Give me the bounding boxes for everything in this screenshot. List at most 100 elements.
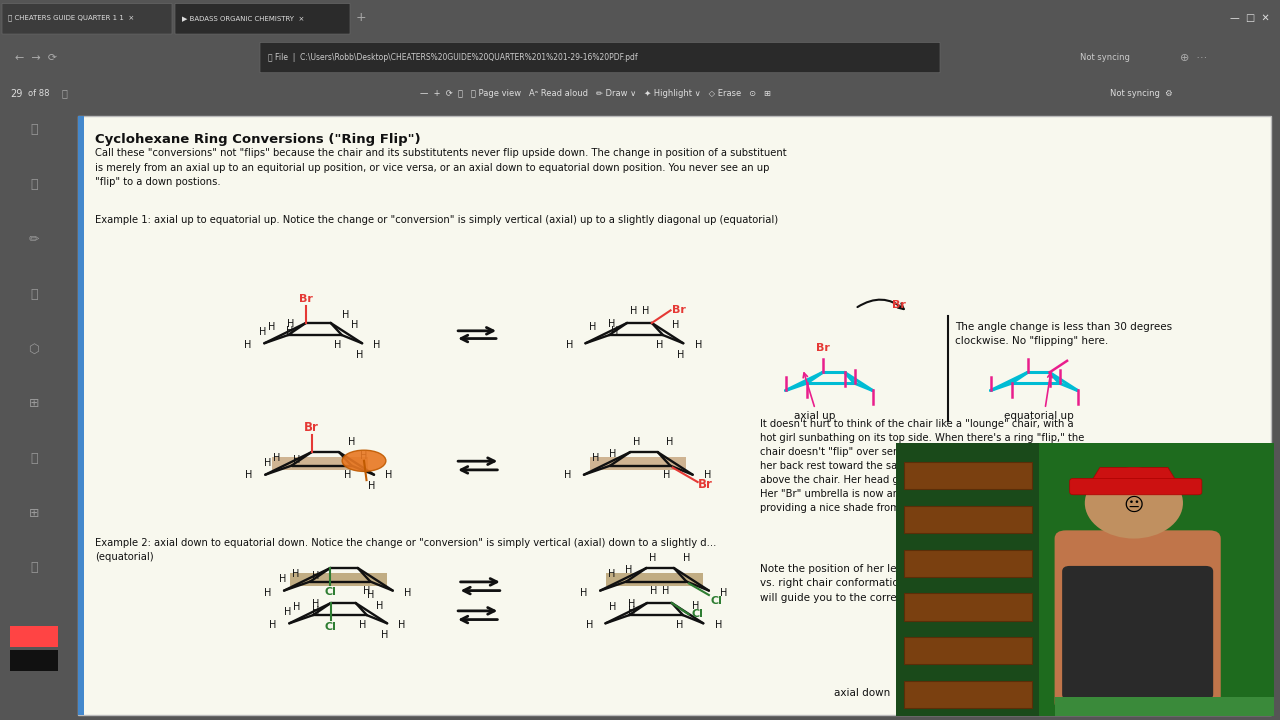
Bar	[896, 443, 1039, 716]
Text: axial down: axial down	[835, 688, 891, 698]
Bar	[1055, 697, 1274, 716]
Text: 🔒 File  |  C:\Users\Robb\Desktop\CHEATERS%20GUIDE%20QUARTER%201%201-29-16%20PDF.: 🔒 File | C:\Users\Robb\Desktop\CHEATERS%…	[268, 53, 637, 62]
Text: H: H	[342, 310, 349, 320]
Text: H: H	[580, 588, 588, 598]
FancyBboxPatch shape	[1055, 531, 1221, 711]
Text: Br: Br	[698, 479, 713, 492]
Text: H: H	[609, 449, 617, 459]
Text: 📐: 📐	[31, 287, 37, 301]
Text: H: H	[312, 606, 320, 616]
Polygon shape	[1085, 467, 1183, 492]
Text: H: H	[376, 600, 383, 611]
Text: equatorial d...: equatorial d...	[1093, 688, 1166, 698]
Text: ⊕  ···: ⊕ ···	[1180, 53, 1207, 63]
Text: H: H	[704, 469, 712, 480]
Text: H: H	[585, 620, 593, 630]
Text: Call these "conversions" not "flips" because the chair and its substitutents nev: Call these "conversions" not "flips" bec…	[95, 148, 787, 187]
FancyBboxPatch shape	[260, 42, 940, 73]
Bar	[904, 681, 1032, 708]
Bar	[904, 549, 1032, 577]
FancyBboxPatch shape	[175, 4, 349, 34]
Text: H: H	[667, 438, 673, 447]
Text: H: H	[362, 586, 370, 596]
Text: ⬡: ⬡	[28, 343, 40, 356]
FancyBboxPatch shape	[1070, 478, 1202, 495]
Text: H: H	[260, 327, 266, 337]
Text: H: H	[721, 588, 727, 598]
Bar	[904, 593, 1032, 621]
Text: H: H	[284, 607, 292, 617]
Text: H: H	[356, 350, 364, 360]
Circle shape	[1085, 467, 1183, 539]
Text: H: H	[625, 565, 632, 575]
Text: Cl: Cl	[710, 596, 722, 606]
Text: H: H	[367, 481, 375, 491]
Text: equatorial up: equatorial up	[1004, 411, 1074, 421]
Text: H: H	[714, 620, 722, 630]
Text: 🔖: 🔖	[31, 123, 37, 136]
Text: Cl: Cl	[1014, 688, 1027, 698]
Bar	[904, 505, 1032, 533]
Text: 📄 CHEATERS GUIDE QUARTER 1 1  ×: 📄 CHEATERS GUIDE QUARTER 1 1 ×	[8, 14, 134, 21]
Text: Example 1: axial up to equatorial up. Notice the change or "conversion" is simpl: Example 1: axial up to equatorial up. No…	[95, 215, 778, 225]
Bar	[904, 462, 1032, 490]
Text: +: +	[356, 12, 366, 24]
Text: Br: Br	[815, 343, 829, 354]
Text: of 88: of 88	[28, 89, 50, 98]
Text: H: H	[682, 554, 690, 563]
Text: Note the position of her left elbow and where it is lo...
vs. right chair confor: Note the position of her left elbow and …	[760, 564, 1047, 603]
Text: H: H	[334, 340, 342, 350]
Text: Cyclohexane Ring Conversions ("Ring Flip"): Cyclohexane Ring Conversions ("Ring Flip…	[95, 133, 421, 146]
Text: H: H	[677, 350, 685, 360]
Text: H: H	[279, 574, 287, 584]
Text: Cl: Cl	[325, 622, 337, 632]
Text: H: H	[608, 569, 616, 579]
Text: H: H	[564, 469, 571, 480]
FancyBboxPatch shape	[291, 573, 387, 586]
FancyBboxPatch shape	[607, 573, 703, 586]
Text: H: H	[628, 606, 636, 616]
Text: H: H	[268, 323, 275, 333]
Text: It doesn't hurt to think of the chair like a "lounge" chair, with a
hot girl sun: It doesn't hurt to think of the chair li…	[760, 419, 1084, 513]
FancyBboxPatch shape	[271, 457, 367, 470]
Text: H: H	[311, 571, 319, 581]
Text: H: H	[273, 453, 280, 463]
Text: H: H	[655, 340, 663, 350]
Text: H: H	[628, 598, 635, 608]
FancyBboxPatch shape	[3, 4, 172, 34]
Text: H: H	[287, 318, 294, 328]
Text: H: H	[360, 620, 367, 630]
Text: Br: Br	[305, 421, 319, 434]
Text: Example 2: axial down to equatorial down. Notice the change or "conversion" is s: Example 2: axial down to equatorial down…	[95, 539, 717, 549]
Bar	[78, 117, 84, 715]
Text: 29: 29	[10, 89, 22, 99]
Text: H: H	[632, 438, 640, 447]
Ellipse shape	[342, 450, 385, 472]
Text: H: H	[611, 325, 618, 336]
Text: H: H	[292, 569, 300, 579]
Text: ▶ BADASS ORGANIC CHEMISTRY  ×: ▶ BADASS ORGANIC CHEMISTRY ×	[182, 15, 305, 21]
Text: Not syncing: Not syncing	[1080, 53, 1130, 62]
Text: H: H	[264, 458, 271, 468]
Text: H: H	[293, 455, 301, 465]
Text: H: H	[609, 603, 617, 613]
Text: H: H	[285, 325, 293, 336]
Bar	[10, 626, 58, 647]
Text: 🔍: 🔍	[61, 89, 68, 99]
Text: Br: Br	[300, 294, 312, 304]
FancyBboxPatch shape	[590, 457, 686, 470]
Text: H: H	[344, 470, 352, 480]
Text: Cl: Cl	[691, 609, 703, 619]
Text: H: H	[649, 554, 657, 563]
Text: H: H	[351, 320, 358, 330]
Bar	[10, 650, 58, 671]
Text: Br: Br	[892, 300, 906, 310]
Text: H: H	[608, 318, 616, 328]
Text: H: H	[312, 598, 319, 608]
Text: H: H	[566, 341, 573, 350]
FancyBboxPatch shape	[1062, 566, 1213, 700]
Text: H: H	[404, 588, 411, 598]
Text: H: H	[692, 600, 699, 611]
Text: ⊞: ⊞	[28, 397, 40, 410]
Text: H: H	[695, 341, 701, 350]
